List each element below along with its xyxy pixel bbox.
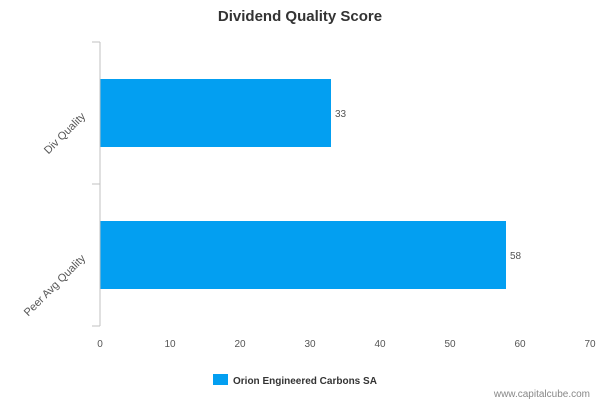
x-axis-tick-label: 40 bbox=[374, 339, 386, 350]
x-axis-tick-label: 20 bbox=[234, 339, 246, 350]
y-axis-label: Peer Avg Quality bbox=[22, 252, 89, 319]
data-label: 33 bbox=[335, 109, 347, 120]
x-axis-tick-label: 30 bbox=[304, 339, 316, 350]
legend[interactable]: Orion Engineered Carbons SA bbox=[213, 374, 377, 387]
x-axis-tick-label: 50 bbox=[444, 339, 456, 350]
x-axis-tick-label: 10 bbox=[164, 339, 176, 350]
data-labels: 33 58 bbox=[335, 109, 522, 262]
legend-swatch bbox=[213, 374, 228, 385]
bar-peer-avg-quality bbox=[100, 221, 506, 289]
chart-title: Dividend Quality Score bbox=[218, 8, 382, 25]
x-axis-tick-label: 70 bbox=[584, 339, 596, 350]
watermark-text: www.capitalcube.com bbox=[493, 389, 590, 400]
y-axis: Div Quality Peer Avg Quality bbox=[22, 41, 101, 327]
legend-label: Orion Engineered Carbons SA bbox=[233, 376, 377, 387]
x-axis-tick-label: 0 bbox=[97, 339, 103, 350]
bar-div-quality bbox=[100, 79, 331, 147]
bars bbox=[100, 79, 506, 289]
y-axis-label: Div Quality bbox=[42, 110, 88, 156]
data-label: 58 bbox=[510, 251, 522, 262]
x-axis-tick-label: 60 bbox=[514, 339, 526, 350]
x-axis: 0 10 20 30 40 50 60 70 bbox=[97, 339, 596, 350]
